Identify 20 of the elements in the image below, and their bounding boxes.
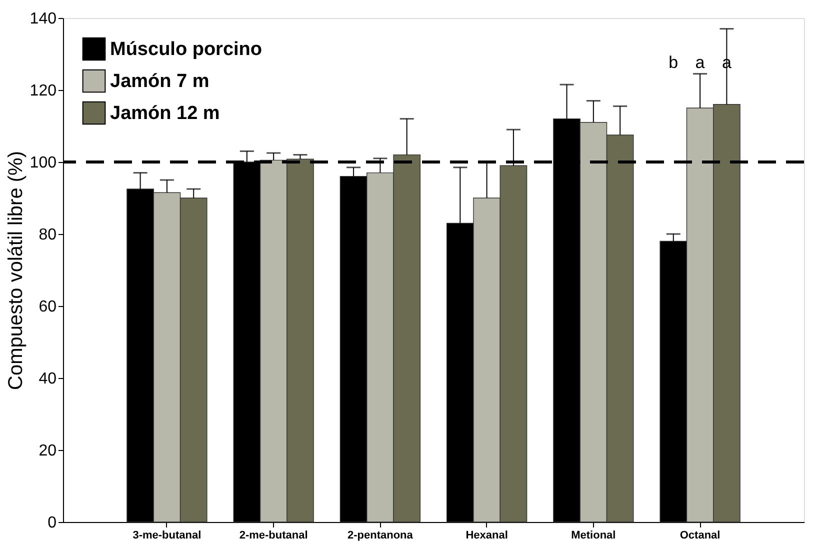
- legend-label: Jamón 7 m: [110, 71, 210, 92]
- x-tick-label: 3-me-butanal: [132, 530, 202, 542]
- y-tick-label: 60: [38, 298, 57, 316]
- y-tick-label: 80: [38, 226, 57, 244]
- y-axis-title: Compuesto volátil libre (%): [4, 151, 27, 390]
- annotation: b: [668, 53, 678, 72]
- y-tick-label: 140: [30, 10, 57, 28]
- x-tick-label: 2-pentanona: [347, 530, 414, 542]
- y-tick-label: 120: [30, 82, 57, 100]
- y-tick-label: 40: [38, 370, 57, 388]
- annotation: a: [695, 53, 706, 72]
- legend-label: Músculo porcino: [110, 39, 262, 60]
- x-tick-label: Octanal: [680, 530, 720, 542]
- legend-label: Jamón 12 m: [110, 103, 220, 124]
- x-tick-label: 2-me-butanal: [239, 530, 308, 542]
- x-tick-label: Hexanal: [466, 530, 508, 542]
- y-tick-label: 20: [38, 442, 57, 460]
- y-tick-label: 100: [30, 154, 57, 172]
- y-tick-label: 0: [48, 514, 57, 532]
- x-tick-label: Metional: [571, 530, 616, 542]
